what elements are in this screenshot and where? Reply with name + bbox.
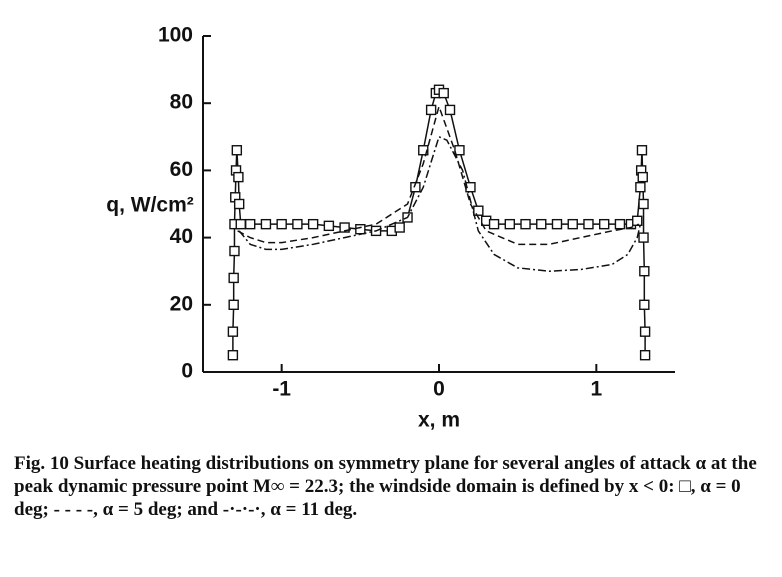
y-tick-label: 100	[158, 24, 193, 47]
square-marker	[229, 245, 240, 257]
square-marker	[567, 218, 578, 230]
square-marker	[639, 326, 651, 337]
square-marker	[599, 218, 610, 230]
square-marker	[639, 299, 650, 310]
series-line	[237, 104, 640, 246]
square-marker	[473, 205, 484, 216]
square-marker	[228, 299, 239, 310]
square-marker	[235, 218, 246, 230]
square-marker	[233, 171, 244, 183]
square-marker	[504, 218, 515, 230]
square-marker	[638, 198, 649, 210]
square-marker	[638, 232, 649, 243]
square-marker	[520, 218, 531, 230]
y-tick-label: 0	[181, 360, 193, 383]
square-marker	[233, 198, 245, 210]
y-tick-label: 20	[170, 292, 193, 315]
square-marker	[583, 218, 594, 230]
square-marker	[425, 104, 437, 116]
square-marker	[632, 215, 643, 227]
x-tick-label: -1	[272, 378, 291, 401]
square-marker	[454, 145, 465, 156]
x-tick-label: 0	[433, 378, 445, 401]
square-marker	[438, 87, 449, 99]
square-marker	[227, 350, 239, 361]
y-axis-label: q, W/cm²	[106, 194, 194, 217]
square-marker	[227, 326, 239, 337]
square-marker	[635, 181, 646, 193]
square-marker	[394, 222, 405, 233]
square-marker	[231, 145, 243, 156]
square-marker	[323, 220, 335, 232]
square-marker	[228, 272, 239, 284]
square-marker	[339, 222, 350, 233]
chart: q, W/cm² x, m 0 20 40 60 80 100 -1 0 1	[106, 24, 675, 432]
square-marker	[488, 218, 500, 230]
square-marker	[536, 218, 547, 230]
square-marker	[551, 218, 563, 230]
square-marker	[307, 218, 319, 230]
figure-caption: Fig. 10 Surface heating distributions on…	[14, 453, 757, 520]
square-marker	[637, 171, 648, 183]
square-marker	[355, 223, 366, 235]
square-marker	[292, 218, 303, 230]
y-tick-label: 80	[170, 91, 193, 114]
x-axis-label: x, m	[418, 409, 460, 432]
y-tick-label: 60	[170, 158, 193, 181]
square-marker	[444, 104, 456, 116]
x-tick-label: 1	[590, 378, 602, 401]
square-marker	[639, 266, 650, 277]
square-marker	[614, 218, 626, 230]
square-marker	[244, 218, 256, 230]
square-marker	[260, 218, 272, 230]
series-line	[238, 135, 642, 272]
square-marker	[418, 145, 429, 156]
square-marker	[639, 350, 651, 361]
y-tick-label: 40	[170, 225, 193, 248]
square-marker	[636, 145, 648, 156]
square-marker	[276, 218, 287, 230]
